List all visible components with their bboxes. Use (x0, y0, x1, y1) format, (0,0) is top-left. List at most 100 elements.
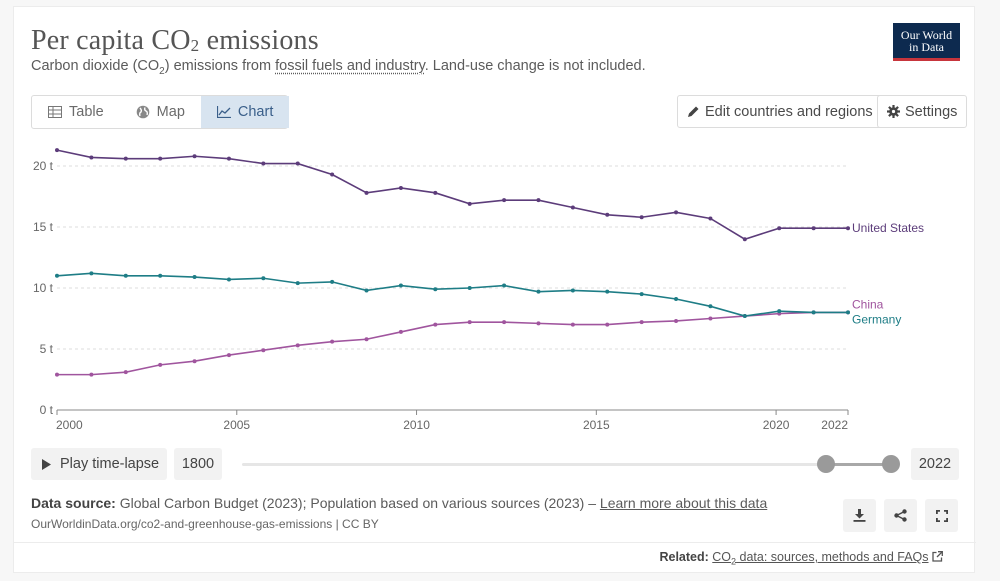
data-point (330, 279, 335, 284)
data-point (570, 288, 575, 293)
data-point (123, 273, 128, 278)
data-point (330, 339, 335, 344)
data-point (605, 322, 610, 327)
data-point (605, 289, 610, 294)
data-point (570, 205, 575, 210)
y-tick-label: 10 t (33, 281, 54, 295)
timeline-end-handle[interactable] (882, 455, 900, 473)
download-icon (853, 509, 866, 522)
data-point (708, 316, 713, 321)
data-point (777, 226, 782, 231)
data-point (433, 190, 438, 195)
data-point (536, 198, 541, 203)
tab-map[interactable]: Map (120, 96, 201, 128)
data-point (226, 156, 231, 161)
data-point (123, 370, 128, 375)
timeline-start-year[interactable]: 1800 (174, 448, 222, 480)
fossil-fuels-link[interactable]: fossil fuels and industry (275, 58, 425, 74)
data-point (570, 322, 575, 327)
data-point (708, 216, 713, 221)
data-point (295, 343, 300, 348)
globe-icon (136, 105, 150, 119)
x-tick-label: 2000 (56, 418, 83, 432)
chart-card: Per capita CO2 emissions Carbon dioxide … (13, 6, 976, 573)
series-label: China (852, 297, 884, 311)
data-point (55, 273, 59, 278)
data-point (398, 329, 403, 334)
timeline-start-handle[interactable] (817, 455, 835, 473)
y-tick-label: 20 t (33, 159, 54, 173)
data-point (639, 292, 644, 297)
page-title: Per capita CO2 emissions (31, 25, 319, 56)
x-tick-label: 2005 (223, 418, 250, 432)
data-point (639, 215, 644, 220)
timeline-selected-range (826, 463, 891, 466)
data-point (674, 296, 679, 301)
edit-countries-button[interactable]: Edit countries and regions (677, 95, 883, 128)
data-point (846, 226, 850, 231)
gear-icon (887, 105, 900, 118)
y-tick-label: 0 t (40, 403, 54, 417)
x-tick-label: 2010 (403, 418, 430, 432)
data-point (261, 276, 266, 281)
data-point (55, 372, 59, 377)
data-point (89, 271, 94, 276)
data-point (467, 286, 472, 290)
timeline-track[interactable] (242, 463, 894, 466)
series-label: United States (852, 221, 924, 235)
play-icon (42, 458, 51, 470)
tab-chart[interactable]: Chart (200, 96, 290, 128)
data-point (89, 155, 94, 160)
owid-logo[interactable]: Our World in Data (893, 23, 960, 61)
data-point (330, 172, 335, 177)
data-point (433, 322, 438, 327)
line-chart-icon (216, 106, 231, 118)
external-link-icon (932, 551, 943, 562)
chart-subtitle: Carbon dioxide (CO2) emissions from foss… (31, 58, 646, 77)
series-line-united-states (56, 149, 848, 241)
learn-more-link[interactable]: Learn more about this data (599, 495, 768, 511)
data-point (192, 275, 197, 280)
data-point (192, 359, 197, 364)
data-point (846, 310, 850, 315)
source-url: OurWorldinData.org/co2-and-greenhouse-ga… (31, 517, 379, 531)
data-point (226, 277, 231, 282)
timeline-end-year[interactable]: 2022 (911, 448, 959, 480)
data-point (295, 281, 300, 286)
series-line-germany (56, 272, 848, 317)
share-button[interactable] (884, 499, 917, 532)
data-point (433, 287, 438, 292)
data-point (158, 362, 163, 367)
series-line-china (57, 311, 848, 376)
data-point (226, 353, 231, 358)
data-point (467, 320, 472, 325)
fullscreen-button[interactable] (925, 499, 958, 532)
data-point (708, 304, 713, 309)
play-timelapse-button[interactable]: Play time-lapse (31, 448, 167, 480)
tab-table[interactable]: Table (32, 96, 120, 128)
data-point (536, 321, 541, 326)
x-tick-label: 2015 (583, 418, 610, 432)
data-point (364, 337, 369, 342)
data-point (777, 309, 782, 314)
data-point (158, 273, 163, 278)
related-faq-link[interactable]: CO2 data: sources, methods and FAQs (712, 550, 929, 567)
data-source: Data source: Global Carbon Budget (2023)… (31, 495, 768, 511)
data-point (364, 190, 369, 195)
data-point (811, 226, 816, 231)
pencil-icon (687, 105, 700, 118)
settings-button[interactable]: Settings (877, 95, 968, 128)
share-icon (894, 509, 907, 522)
data-point (674, 210, 679, 215)
view-tabs: Table Map Chart (31, 95, 290, 129)
table-icon (48, 106, 62, 118)
data-point (398, 283, 403, 288)
y-tick-label: 15 t (33, 220, 54, 234)
data-point (261, 161, 266, 166)
data-point (295, 161, 300, 166)
related-link-row: Related: CO2 data: sources, methods and … (659, 550, 943, 567)
data-point (89, 372, 94, 377)
download-button[interactable] (843, 499, 876, 532)
data-point (536, 289, 541, 294)
data-point (639, 320, 644, 325)
